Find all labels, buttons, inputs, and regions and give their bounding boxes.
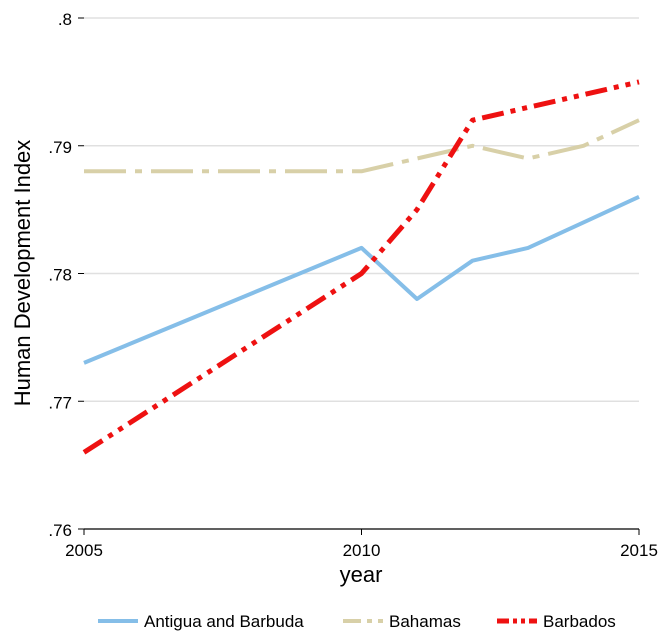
legend-label: Antigua and Barbuda — [144, 612, 304, 631]
y-tick-label: .79 — [48, 138, 72, 157]
series-line-barbados — [82, 79, 640, 455]
series-lines — [82, 79, 640, 455]
x-tick-label: 2015 — [620, 541, 658, 560]
legend: Antigua and Barbuda Bahamas Barbados — [98, 612, 616, 631]
series-line-bahamas — [84, 118, 640, 174]
x-tick-label: 2010 — [343, 541, 381, 560]
series-line-antigua-and-barbuda — [83, 194, 640, 365]
y-tick-label: .77 — [48, 393, 72, 412]
y-tick-label: .8 — [58, 10, 72, 29]
x-axis-label: year — [340, 562, 383, 587]
axes: .76 .77 .78 .79 .8 2005 2010 2015 — [48, 10, 658, 560]
y-tick-label: .76 — [48, 521, 72, 540]
y-tick-label: .78 — [48, 266, 72, 285]
legend-label: Bahamas — [389, 612, 461, 631]
legend-label: Barbados — [543, 612, 616, 631]
gridlines — [84, 17, 639, 402]
x-tick-label: 2005 — [65, 541, 103, 560]
y-axis-label: Human Development Index — [10, 140, 35, 407]
